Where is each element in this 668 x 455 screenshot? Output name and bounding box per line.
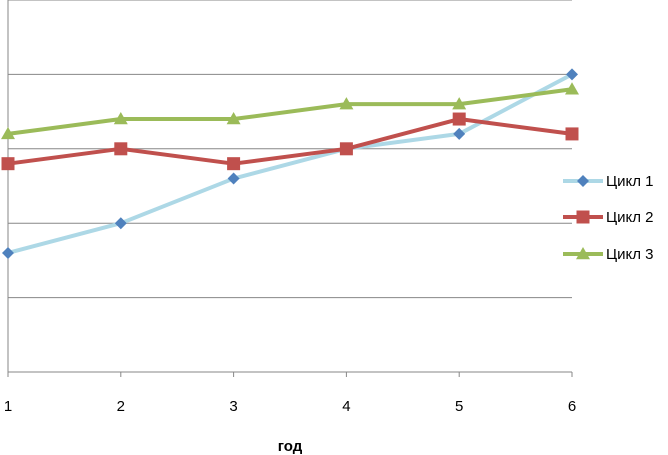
series-2-point-1 (1, 157, 15, 171)
series-1-point-5 (453, 127, 466, 140)
legend-label-3: Цикл 3 (606, 246, 653, 263)
series-1-point-3 (227, 172, 240, 185)
x-tick-label-3: 3 (229, 398, 237, 415)
series-2-point-5 (452, 112, 466, 126)
series-3-point-6 (565, 82, 579, 95)
series-3 (1, 82, 579, 140)
x-tick-label-2: 2 (117, 398, 125, 415)
legend-item-2: Цикл 2 (563, 209, 653, 226)
legend-swatch-marker (577, 175, 589, 187)
x-tick-labels: 1 2 3 4 5 6 (4, 398, 576, 415)
series-3-point-5 (452, 97, 467, 110)
series-2-point-4 (339, 142, 353, 156)
series-1-point-1 (2, 246, 14, 259)
series-2-point-3 (227, 157, 241, 171)
legend-label-2: Цикл 2 (606, 209, 653, 226)
legend-swatch-marker (576, 247, 590, 260)
legend-item-1: Цикл 1 (563, 173, 653, 190)
series-2-line (7, 117, 573, 166)
legend: Цикл 1 Цикл 2 Цикл 3 (563, 173, 653, 263)
x-tick-label-4: 4 (342, 398, 350, 415)
series-1 (2, 68, 578, 259)
series-2-point-6 (565, 127, 579, 141)
series-3-point-2 (113, 112, 128, 125)
legend-swatch-marker (576, 210, 590, 224)
series-2-point-2 (114, 142, 128, 156)
x-tick-label-6: 6 (568, 398, 576, 415)
series-3-line (7, 87, 573, 136)
gridlines (8, 0, 572, 299)
legend-label-1: Цикл 1 (606, 173, 653, 190)
series-3-point-4 (339, 97, 354, 110)
series-1-line (7, 72, 573, 255)
series-1-point-6 (566, 68, 578, 81)
x-tick-label-1: 1 (4, 398, 12, 415)
series-layer (1, 68, 579, 259)
series-1-point-2 (114, 217, 127, 230)
legend-item-3: Цикл 3 (563, 246, 653, 263)
series-3-point-3 (226, 112, 241, 125)
axes (7, 0, 573, 377)
x-tick-label-5: 5 (455, 398, 463, 415)
series-2 (1, 112, 579, 171)
x-axis-title: год (278, 438, 303, 455)
series-3-point-1 (1, 126, 15, 140)
